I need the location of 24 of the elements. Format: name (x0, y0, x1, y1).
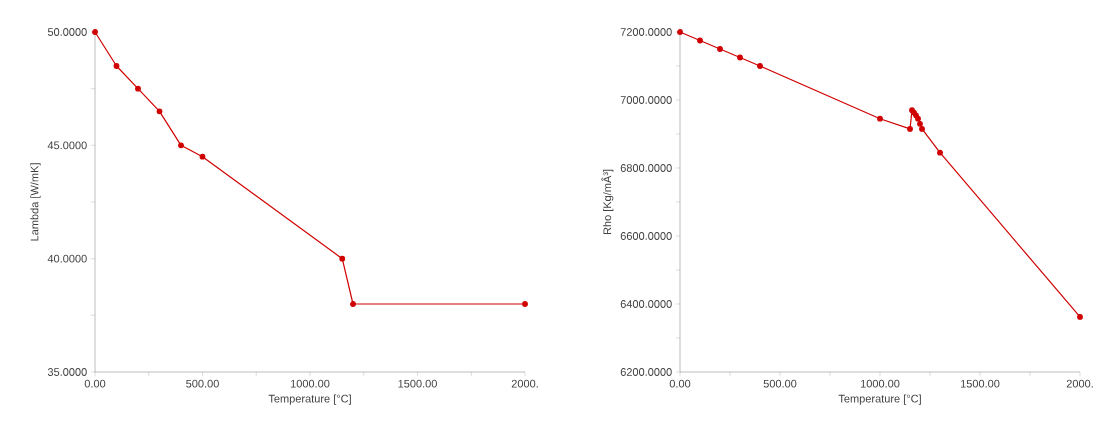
x-tick-label: 1500.00 (960, 379, 1000, 388)
x-tick-label: 1500.00 (398, 379, 437, 388)
y-tick-label: 6400.0000 (620, 300, 672, 308)
y-tick-label: 35.0000 (47, 368, 87, 376)
y-tick-label: 40.0000 (47, 254, 87, 263)
x-tick-label: 1000.00 (860, 379, 900, 388)
x-tick-label: 500.00 (186, 379, 219, 388)
x-tick-label: 0.00 (84, 379, 106, 388)
x-axis-title: Temperature [°C] (268, 394, 351, 405)
y-tick-label: 6200.0000 (620, 368, 672, 376)
x-tick-label: 0.00 (669, 379, 691, 388)
y-tick-label: 45.0000 (47, 141, 87, 150)
x-tick-label: 500.00 (763, 379, 797, 388)
x-tick-label: 2000. (1066, 379, 1093, 388)
y-tick-label: 6800.0000 (620, 164, 672, 172)
y-axis-title: Lambda [W/mK] (30, 163, 41, 241)
y-tick-label: 6600.0000 (620, 232, 672, 240)
y-tick-label: 7200.0000 (620, 28, 672, 36)
x-axis-title: Temperature [°C] (838, 394, 921, 405)
y-axis-title: Rho [Kg/mÂ³] (601, 169, 614, 235)
x-tick-label: 2000. (511, 379, 538, 388)
x-tick-label: 1000.00 (290, 379, 330, 388)
y-tick-label: 7000.0000 (620, 96, 672, 104)
y-tick-label: 50.0000 (47, 28, 87, 36)
